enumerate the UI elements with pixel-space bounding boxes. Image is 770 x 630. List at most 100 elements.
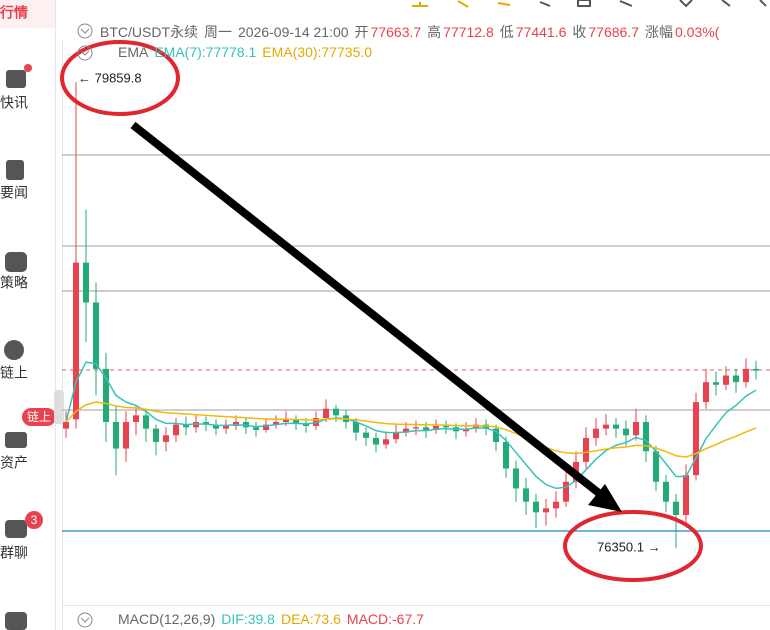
symbol: BTC/USDT永续 [100,24,198,40]
candle-body [253,427,259,430]
candle-body [293,419,299,424]
candle-body [143,415,149,429]
label: 开 [354,24,369,40]
candle-body [183,424,189,428]
candle-body [743,368,749,383]
value: 77712.8 [443,24,494,40]
chevron [80,50,90,56]
indicator: EMA [118,44,149,60]
candle-body [673,501,679,515]
collapse-icon[interactable] [77,45,93,61]
ema30-line [65,401,757,458]
ohlc-row: BTC/USDT永续 周一 2026-09-14 21:00 开 77663.7 高 777… [100,22,770,42]
candle-body [133,415,139,422]
candle-body [73,262,79,420]
label: 涨幅 [644,24,673,40]
candle-body [283,419,289,422]
nav-label[interactable]: 群聊 [0,545,28,561]
candle-body [703,382,709,403]
candle-body [423,427,429,430]
candle-body [623,428,629,436]
weekday: 周一 [204,24,232,40]
icon [4,340,24,360]
candle-body [683,475,689,515]
candle-body [613,424,619,429]
candle-body [103,368,109,422]
nav-label[interactable]: 行情 [0,5,28,21]
macd-value: MACD:-67.7 [346,611,424,627]
max-label: ← 79859.8 [78,70,142,85]
icon [6,160,24,180]
active-tab [0,0,55,28]
icon [5,520,27,538]
min-label: 76350.1 → [597,539,661,554]
candle-body [723,375,729,385]
candle-body [163,435,169,442]
candle-body [713,382,719,385]
candle-body [333,408,339,416]
candle-body [393,432,399,440]
nav-label[interactable]: 策略 [0,275,28,291]
value: 77686.7 [588,24,639,40]
candle-body [383,439,389,445]
candle-body [83,262,89,303]
ema7-line [65,361,757,490]
icon [5,612,27,630]
collapse-icon[interactable] [77,23,93,39]
candle-body [433,425,439,430]
badge-text: 3 [31,513,38,527]
collapse-tab[interactable] [54,390,64,424]
candle-body [93,302,99,369]
candle-body [353,421,359,433]
nav-label[interactable]: 要闻 [0,185,28,201]
highlight-ellipse [60,40,180,116]
badge [22,408,56,426]
candle-body [363,432,369,438]
candle-body [533,501,539,513]
highlight-ellipse [563,510,703,582]
candle-body [373,437,379,445]
collapse-icon[interactable] [77,612,93,628]
candle-body [403,428,409,433]
label: 低 [499,24,514,40]
label: 收 [572,24,587,40]
icon [6,70,26,88]
nav-label[interactable]: 快讯 [0,95,28,111]
chevron [80,617,90,623]
toolbar [539,0,767,8]
candle-body [153,428,159,442]
candle-body [113,421,119,449]
candle-body [173,424,179,436]
candle-body [483,424,489,429]
dot [24,64,32,72]
ema30: EMA(30):77735.0 [262,44,373,60]
toolbar [412,0,511,8]
arrow-head [588,484,622,512]
candle-body [633,421,639,436]
candle-body [663,481,669,502]
candle-body [523,488,529,502]
candle-body [223,425,229,429]
candle-body [63,421,69,429]
badge-text: 链上 [27,409,51,424]
candle-body [643,421,649,452]
nav-label[interactable]: 链上 [0,365,28,381]
nav-label[interactable]: 资产 [0,455,28,471]
ema7: EMA(7):77778.1 [154,44,257,60]
candle-body [563,481,569,502]
candle-body [493,428,499,442]
candle-body [603,424,609,429]
candle-body [263,424,269,430]
dea: DEA:73.6 [280,611,341,627]
candle-body [273,421,279,425]
candle-body [473,424,479,429]
icon [5,252,27,272]
candle-body [543,508,549,513]
ema-row: EMA EMA(7):77778.1 EMA(30):77735.0 [118,44,770,60]
value: 77663.7 [370,24,422,40]
candle-body [413,427,419,429]
indicator: MACD(12,26,9) [118,611,216,627]
candle-body [213,424,219,429]
badge [25,511,43,529]
